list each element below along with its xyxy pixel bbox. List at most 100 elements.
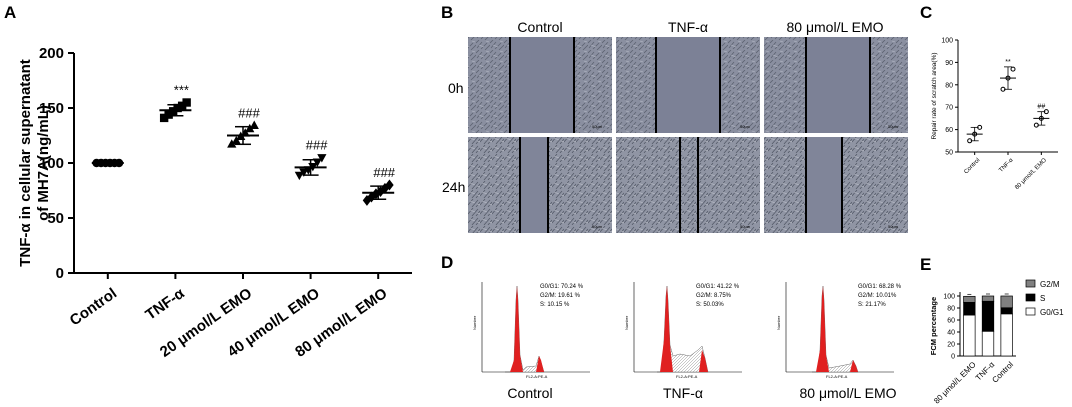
stacked-bar-G2/M <box>981 295 995 302</box>
data-point <box>231 135 241 145</box>
stacked-bar-G0/G1 <box>1000 313 1013 357</box>
histogram-y-label: Number <box>472 315 477 330</box>
panel-a-letter: A <box>4 3 16 22</box>
y-tick-label: 60 <box>947 318 955 325</box>
histogram-tnf: Number FL2-A:PE-A G0/G1: 41.22 % G2/M: 8… <box>624 282 742 401</box>
scale-bar-label: 50μm <box>592 224 603 229</box>
x-tick-label: TNF-α <box>142 284 188 323</box>
data-point <box>227 139 237 148</box>
significance-label: ### <box>373 165 395 180</box>
stat-g2m-emo: G2/M: 10.01% <box>858 293 897 299</box>
significance-label: ### <box>306 138 328 153</box>
histogram-x-label: FL2-A:PE-A <box>676 374 698 379</box>
stat-g0g1-tnf: G0/G1: 41.22 % <box>696 284 740 290</box>
panel-d-letter: D <box>441 253 453 272</box>
data-point <box>245 123 255 133</box>
stat-g0g1-control: G0/G1: 70.24 % <box>540 284 584 290</box>
y-tick-label: 50 <box>47 210 64 227</box>
legend-label-G0/G1: G0/G1 <box>1040 308 1064 317</box>
data-point <box>317 154 327 163</box>
micrograph-tnf-24h: 50μm <box>616 137 760 233</box>
y-tick-label: 0 <box>951 354 955 361</box>
panel-b-col-control: Control <box>517 19 562 35</box>
stat-s-tnf: S: 50.03% <box>696 302 724 308</box>
stacked-bar-G0/G1 <box>981 330 995 357</box>
stacked-bar-S <box>1000 307 1013 315</box>
panel-b-letter: B <box>441 3 453 22</box>
data-point <box>249 120 259 129</box>
scale-bar-label: 50μm <box>740 124 751 129</box>
data-point <box>294 171 304 181</box>
significance-label: ## <box>1037 104 1045 111</box>
legend-label-G2/M: G2/M <box>1040 280 1060 289</box>
panel-d: D Number FL2-A:PE-A G0/G1: 70.24 % G2/M:… <box>441 253 902 401</box>
data-point <box>182 98 191 107</box>
histogram-title-tnf: TNF-α <box>663 385 703 401</box>
stat-s-emo: S: 21.17% <box>858 302 886 308</box>
histogram-x-label: FL2-A:PE-A <box>826 374 848 379</box>
data-point <box>1010 66 1016 72</box>
y-tick-label: 150 <box>39 100 64 117</box>
panel-a-y-axis-label: TNF-α in cellular supernatant of MH7A(ng/… <box>17 59 52 267</box>
panel-e-letter: E <box>920 255 931 274</box>
panel-b-row-0h: 0h <box>448 80 464 96</box>
histogram-control: Number FL2-A:PE-A G0/G1: 70.24 % G2/M: 1… <box>472 282 590 401</box>
x-tick-label: Control <box>990 360 1015 385</box>
y-tick-label: 200 <box>39 45 64 62</box>
y-tick-label: 40 <box>947 330 955 337</box>
histogram-y-label: Number <box>624 315 629 330</box>
stacked-bar-S <box>981 300 995 332</box>
scale-bar-label: 50μm <box>740 224 751 229</box>
data-point <box>312 158 322 167</box>
panel-c-letter: C <box>920 3 932 22</box>
legend-swatch-G0/G1 <box>1025 307 1036 316</box>
significance-label: *** <box>174 83 189 98</box>
micrograph-emo-0h: 50μm <box>764 37 908 133</box>
stacked-bar-G2/M <box>1000 295 1013 309</box>
histogram-title-emo: 80 μmol/L EMO <box>799 385 896 401</box>
panel-e-marks <box>963 293 1013 357</box>
y-tick-label: 20 <box>947 342 955 349</box>
panel-b-col-tnf: TNF-α <box>668 19 708 35</box>
significance-label: ** <box>1005 59 1011 66</box>
panel-c-marks: ** ## <box>966 59 1050 144</box>
y-tick-label: 70 <box>945 105 953 112</box>
scale-bar-label: 50μm <box>592 124 603 129</box>
data-point <box>168 107 178 116</box>
legend-label-S: S <box>1040 294 1045 303</box>
panel-e: E 0 20 40 60 80 100 FCM percentage 80 μmol/L EM… <box>920 255 1064 406</box>
legend-swatch-G2/M <box>1025 279 1036 288</box>
histogram-emo: Number FL2-A:PE-A G0/G1: 68.28 % G2/M: 1… <box>776 282 902 401</box>
y-tick-label: 90 <box>945 60 953 67</box>
legend-swatch-S <box>1025 293 1036 302</box>
panel-a: A TNF-α in cellular supernatant of MH7A(n… <box>4 3 412 361</box>
y-tick-label: 100 <box>39 155 64 172</box>
micrograph-control-24h: 50μm <box>468 137 612 233</box>
stacked-bar-G2/M <box>963 295 976 303</box>
data-point <box>385 179 394 191</box>
histogram-y-label: Number <box>776 315 781 330</box>
stat-g2m-tnf: G2/M: 8.75% <box>696 293 732 299</box>
histogram-x-label: FL2-A:PE-A <box>526 374 548 379</box>
stat-g2m-control: G2/M: 19.61 % <box>540 293 581 299</box>
data-point <box>173 103 182 113</box>
y-axis-label-line1: TNF-α in cellular supernatant <box>17 59 34 267</box>
stat-g0g1-emo: G0/G1: 68.28 % <box>858 284 902 290</box>
panel-b: B Control TNF-α 80 μmol/L EMO 0h 24h 50μ… <box>441 3 908 233</box>
y-axis-label-line2: of MH7A(ng/mL) <box>35 105 52 221</box>
scale-bar-label: 50μm <box>888 124 899 129</box>
x-tick-label: Control <box>67 285 120 330</box>
stacked-bar-G0/G1 <box>963 314 976 357</box>
x-tick-label: Control <box>963 157 981 175</box>
data-point <box>159 113 169 123</box>
x-tick-label: 80 μmol/L EMO <box>932 360 978 406</box>
y-axis-label: Repair rate of scratch area(%) <box>931 52 938 139</box>
y-tick-label: 100 <box>941 38 953 45</box>
y-tick-label: 50 <box>945 150 953 157</box>
x-tick-label: TNF-α <box>998 157 1015 174</box>
y-tick-label: 80 <box>945 82 953 89</box>
